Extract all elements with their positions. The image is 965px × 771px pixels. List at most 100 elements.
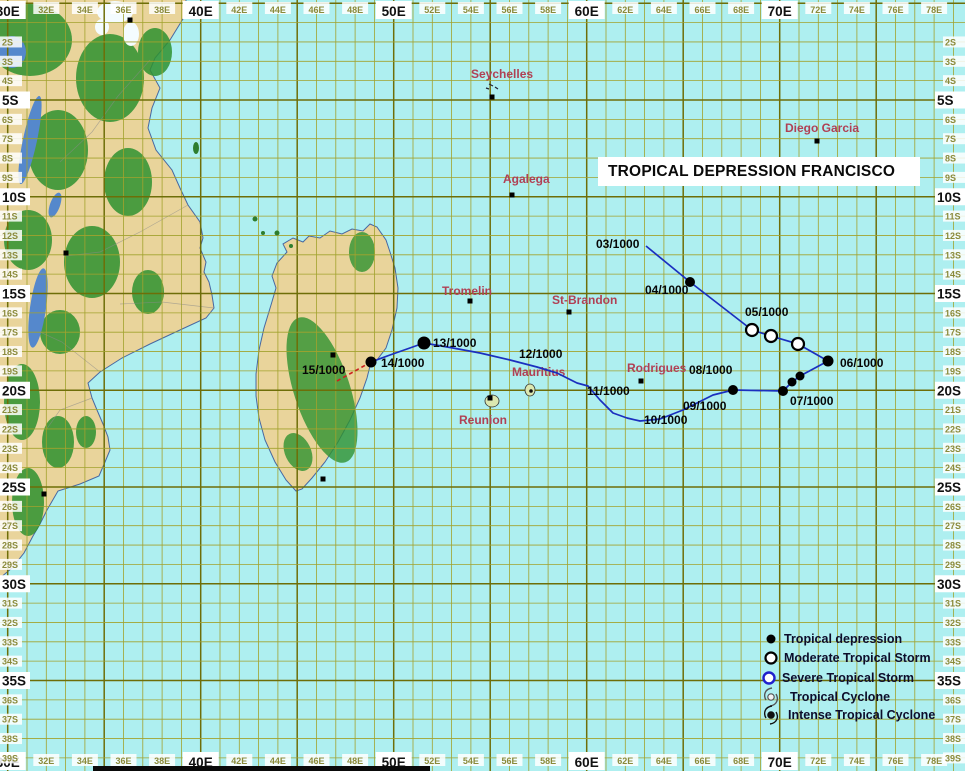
lat-label: 8S xyxy=(945,154,956,164)
lat-label-chip xyxy=(935,381,965,399)
lon-label: 64E xyxy=(656,5,672,15)
lat-label-chip xyxy=(943,636,965,648)
lat-label-chip xyxy=(943,597,965,609)
lat-label: 28S xyxy=(945,541,961,551)
lon-label-chip xyxy=(71,754,98,766)
lon-label-chip xyxy=(921,2,948,14)
lon-label: 30E xyxy=(0,4,20,19)
lon-label: 62E xyxy=(617,756,633,766)
lat-label: 25S xyxy=(2,480,26,495)
lat-label: 31S xyxy=(2,599,18,609)
lat-label: 2S xyxy=(2,37,13,47)
lat-label-chip xyxy=(0,75,22,87)
lat-label-chip xyxy=(943,713,965,725)
lon-label-chip xyxy=(226,754,253,766)
lat-label: 27S xyxy=(945,521,961,531)
lon-label-chip xyxy=(342,754,369,766)
lat-label-chip xyxy=(943,210,965,222)
lat-label: 10S xyxy=(937,190,961,205)
lat-label-chip xyxy=(0,210,22,222)
lon-label: 42E xyxy=(231,756,247,766)
lat-label: 28S xyxy=(2,541,18,551)
place-label: Rodrigues xyxy=(627,361,687,375)
lat-label: 38S xyxy=(945,734,961,744)
lat-label: 30S xyxy=(937,577,961,592)
legend-ring-blue-icon xyxy=(762,671,776,685)
lat-label-chip xyxy=(0,249,22,261)
lat-label-chip xyxy=(0,462,22,474)
lat-label: 33S xyxy=(945,637,961,647)
lat-label-chip xyxy=(943,307,965,319)
comoros-island xyxy=(261,231,265,235)
lon-label: 44E xyxy=(270,756,286,766)
track-marker-moderate-tropical-storm xyxy=(790,336,806,352)
lat-label-chip xyxy=(943,616,965,628)
lat-label-chip xyxy=(943,326,965,338)
place-label: Tromelin xyxy=(442,284,492,298)
lat-label: 10S xyxy=(2,190,26,205)
lon-label: 54E xyxy=(463,756,479,766)
lon-label: 46E xyxy=(308,5,324,15)
place-label: Reunion xyxy=(459,413,507,427)
lat-label: 36S xyxy=(2,695,18,705)
lat-label: 2S xyxy=(945,37,956,47)
lon-label: 70E xyxy=(768,755,792,770)
legend-cyclone-filled-icon xyxy=(767,711,775,719)
lon-label: 62E xyxy=(617,5,633,15)
lon-label-chip xyxy=(728,754,755,766)
lon-label-chip xyxy=(182,752,219,770)
lat-label-chip xyxy=(0,558,22,570)
lat-label-chip xyxy=(943,752,965,764)
lat-label: 5S xyxy=(937,93,954,108)
lon-label: 68E xyxy=(733,5,749,15)
track-point-label: 03/1000 xyxy=(596,237,640,251)
track-marker-tropical-depression xyxy=(778,386,788,396)
lat-label-chip xyxy=(0,404,22,416)
lat-label: 16S xyxy=(2,308,18,318)
track-point-label: 13/1000 xyxy=(433,336,477,350)
lon-label-chip xyxy=(568,1,605,19)
lat-label-chip xyxy=(935,575,965,593)
lat-label: 34S xyxy=(945,657,961,667)
track-point-label: 15/1000 xyxy=(302,363,346,377)
lat-label-chip xyxy=(943,171,965,183)
lon-label-chip xyxy=(149,754,176,766)
lat-label-chip xyxy=(0,91,30,109)
track-marker-tropical-depression xyxy=(822,355,834,367)
lat-label: 17S xyxy=(945,328,961,338)
lon-label: 36E xyxy=(115,756,131,766)
lon-label-chip xyxy=(882,754,909,766)
lat-label-chip xyxy=(0,442,22,454)
map-title: TROPICAL DEPRESSION FRANCISCO xyxy=(598,157,920,186)
lat-label-chip xyxy=(0,575,30,593)
legend: Tropical depression Moderate Tropical Sto… xyxy=(762,632,935,725)
lat-label: 5S xyxy=(2,93,19,108)
lon-label-chip xyxy=(612,2,639,14)
lat-label: 37S xyxy=(945,715,961,725)
lat-label: 13S xyxy=(945,250,961,260)
lon-label: 36E xyxy=(115,5,131,15)
lat-label: 12S xyxy=(945,231,961,241)
lat-label: 30S xyxy=(2,577,26,592)
lat-label: 18S xyxy=(945,347,961,357)
lat-label: 38S xyxy=(2,734,18,744)
lat-label-chip xyxy=(0,268,22,280)
lat-label-chip xyxy=(0,365,22,377)
track-point-label: 09/1000 xyxy=(683,399,727,413)
lat-label-chip xyxy=(0,113,22,125)
lon-label-chip xyxy=(535,754,562,766)
lon-label-chip xyxy=(33,2,60,14)
lat-label: 3S xyxy=(945,57,956,67)
lat-label: 4S xyxy=(2,76,13,86)
lat-label: 37S xyxy=(2,715,18,725)
lat-label-chip xyxy=(0,636,22,648)
lat-label-chip xyxy=(0,672,30,689)
lon-label: 70E xyxy=(768,4,792,19)
lat-label: 29S xyxy=(945,560,961,570)
track-point-label: 07/1000 xyxy=(790,394,834,408)
lon-label-chip xyxy=(496,2,523,14)
lon-label-chip xyxy=(689,754,716,766)
seychelles-islets xyxy=(485,83,499,90)
